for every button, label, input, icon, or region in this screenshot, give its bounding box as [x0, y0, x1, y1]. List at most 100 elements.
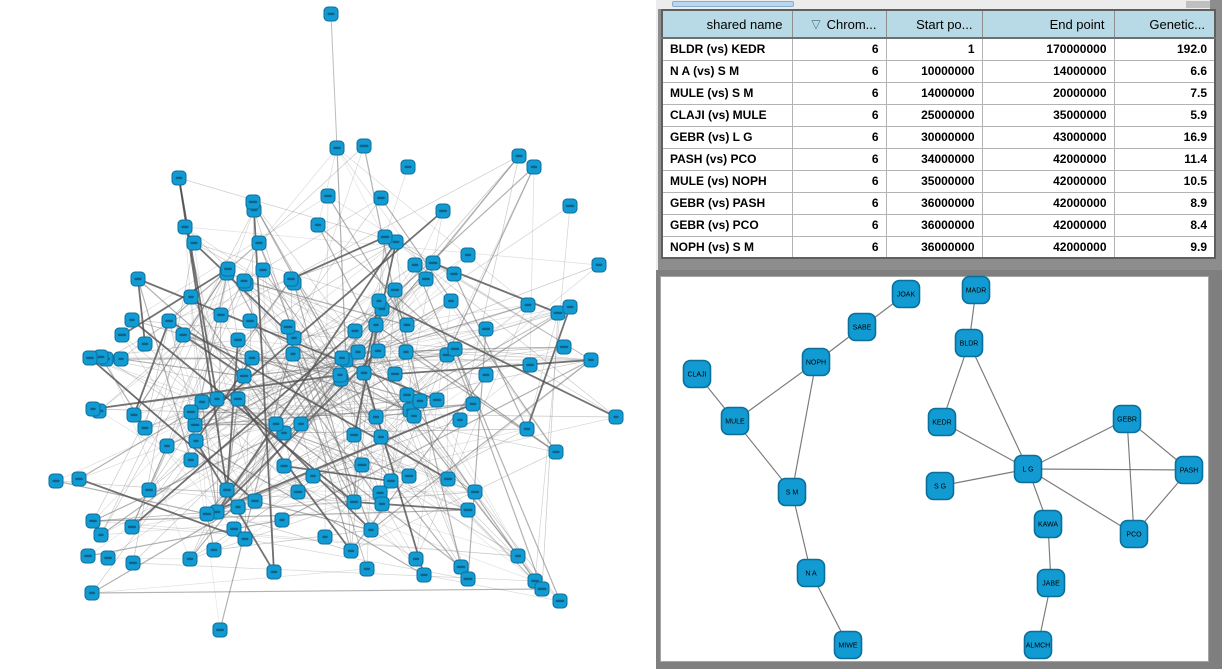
network-edge[interactable] — [1027, 418, 1128, 470]
network-node-kawa[interactable]: KAWA — [1033, 509, 1063, 539]
network-node[interactable] — [400, 159, 416, 175]
network-edge[interactable] — [105, 358, 557, 453]
network-node-bldr[interactable]: BLDR — [954, 328, 984, 358]
table-cell[interactable]: 20000000 — [981, 81, 1115, 105]
cell-shared-name[interactable]: GEBR (vs) PASH — [661, 191, 793, 215]
cell-shared-name[interactable]: GEBR (vs) PCO — [661, 213, 793, 237]
network-edge[interactable] — [415, 300, 452, 560]
network-edge[interactable] — [405, 351, 592, 361]
network-node[interactable] — [591, 257, 607, 273]
network-edge[interactable] — [292, 306, 571, 355]
network-node-sabe[interactable]: SABE — [847, 312, 877, 342]
network-edge[interactable] — [1126, 418, 1135, 535]
network-edge[interactable] — [206, 432, 285, 515]
network-edge[interactable] — [78, 378, 342, 480]
network-node[interactable] — [187, 417, 203, 433]
network-edge[interactable] — [194, 403, 474, 426]
cell-shared-name[interactable]: CLAJI (vs) MULE — [661, 103, 793, 127]
network-edge[interactable] — [98, 314, 222, 412]
network-node[interactable] — [274, 512, 290, 528]
network-node[interactable] — [85, 401, 101, 417]
table-cell[interactable]: 11.4 — [1113, 147, 1216, 171]
network-edge[interactable] — [384, 166, 409, 238]
network-edge[interactable] — [131, 330, 356, 528]
network-edge[interactable] — [293, 337, 368, 570]
cell-shared-name[interactable]: MULE (vs) S M — [661, 81, 793, 105]
network-edge[interactable] — [193, 242, 356, 332]
network-node[interactable] — [534, 581, 550, 597]
network-node[interactable] — [446, 266, 462, 282]
network-node[interactable] — [478, 367, 494, 383]
network-edge[interactable] — [324, 195, 329, 538]
network-edge[interactable] — [182, 334, 245, 377]
network-edge[interactable] — [107, 557, 191, 560]
network-node-gebr[interactable]: GEBR — [1112, 404, 1142, 434]
network-edge[interactable] — [190, 205, 571, 461]
network-node-joak[interactable]: JOAK — [891, 279, 921, 309]
network-node[interactable] — [293, 416, 309, 432]
network-edge[interactable] — [453, 273, 528, 430]
table-cell[interactable]: 42000000 — [981, 169, 1115, 193]
cell-shared-name[interactable]: MULE (vs) NOPH — [661, 169, 793, 193]
network-edge[interactable] — [206, 300, 452, 515]
network-edge[interactable] — [253, 209, 368, 570]
network-edge[interactable] — [340, 278, 427, 380]
network-node[interactable] — [268, 416, 284, 432]
network-edge[interactable] — [237, 339, 476, 493]
network-edge[interactable] — [91, 588, 543, 594]
network-node[interactable] — [317, 529, 333, 545]
network-edge[interactable] — [534, 205, 571, 582]
network-edge[interactable] — [375, 324, 543, 590]
network-node[interactable] — [183, 289, 199, 305]
network-edge[interactable] — [213, 529, 372, 551]
network-edge[interactable] — [178, 177, 397, 243]
network-edge[interactable] — [287, 326, 352, 552]
network-edge[interactable] — [190, 296, 277, 425]
column-header-startpo[interactable]: Start po... — [885, 9, 983, 39]
network-node[interactable] — [478, 321, 494, 337]
network-node[interactable] — [465, 396, 481, 412]
network-node[interactable] — [460, 247, 476, 263]
network-edge[interactable] — [100, 280, 245, 536]
network-node[interactable] — [171, 170, 187, 186]
network-node[interactable] — [435, 203, 451, 219]
network-node[interactable] — [48, 473, 64, 489]
network-node[interactable] — [251, 235, 267, 251]
network-node[interactable] — [126, 407, 142, 423]
table-cell[interactable]: 25000000 — [885, 103, 983, 127]
table-cell[interactable]: 6.6 — [1113, 59, 1216, 83]
network-edge[interactable] — [78, 411, 192, 480]
column-header-chrom[interactable]: ▽ Chrom... — [791, 9, 887, 39]
network-node[interactable] — [245, 194, 261, 210]
network-edge[interactable] — [394, 289, 462, 568]
table-cell[interactable]: 35000000 — [981, 103, 1115, 127]
network-edge[interactable] — [55, 398, 239, 482]
network-node[interactable] — [226, 521, 242, 537]
network-edge[interactable] — [148, 489, 476, 493]
network-edge[interactable] — [529, 166, 535, 366]
network-edge[interactable] — [394, 359, 592, 375]
network-node[interactable] — [354, 457, 370, 473]
table-row[interactable]: GEBR (vs) PASH 6 36000000 42000000 8.9 — [661, 191, 1216, 215]
network-edge[interactable] — [262, 269, 342, 380]
network-edge[interactable] — [1027, 468, 1135, 535]
network-edge[interactable] — [526, 306, 571, 430]
network-edge[interactable] — [292, 145, 365, 355]
network-edge[interactable] — [189, 374, 341, 560]
table-cell[interactable]: 6 — [791, 59, 887, 83]
network-edge[interactable] — [354, 278, 427, 332]
network-node[interactable] — [387, 282, 403, 298]
network-edge[interactable] — [300, 423, 410, 477]
network-node[interactable] — [236, 273, 252, 289]
network-node[interactable] — [562, 198, 578, 214]
network-node[interactable] — [460, 502, 476, 518]
network-node[interactable] — [323, 6, 339, 22]
table-row[interactable]: MULE (vs) NOPH 6 35000000 42000000 10.5 — [661, 169, 1216, 193]
network-node[interactable] — [548, 444, 564, 460]
network-node[interactable] — [188, 433, 204, 449]
network-edge[interactable] — [166, 445, 519, 557]
table-row[interactable]: MULE (vs) S M 6 14000000 20000000 7.5 — [661, 81, 1216, 105]
network-edge[interactable] — [341, 357, 372, 531]
network-node[interactable] — [212, 622, 228, 638]
network-edge[interactable] — [144, 343, 299, 493]
